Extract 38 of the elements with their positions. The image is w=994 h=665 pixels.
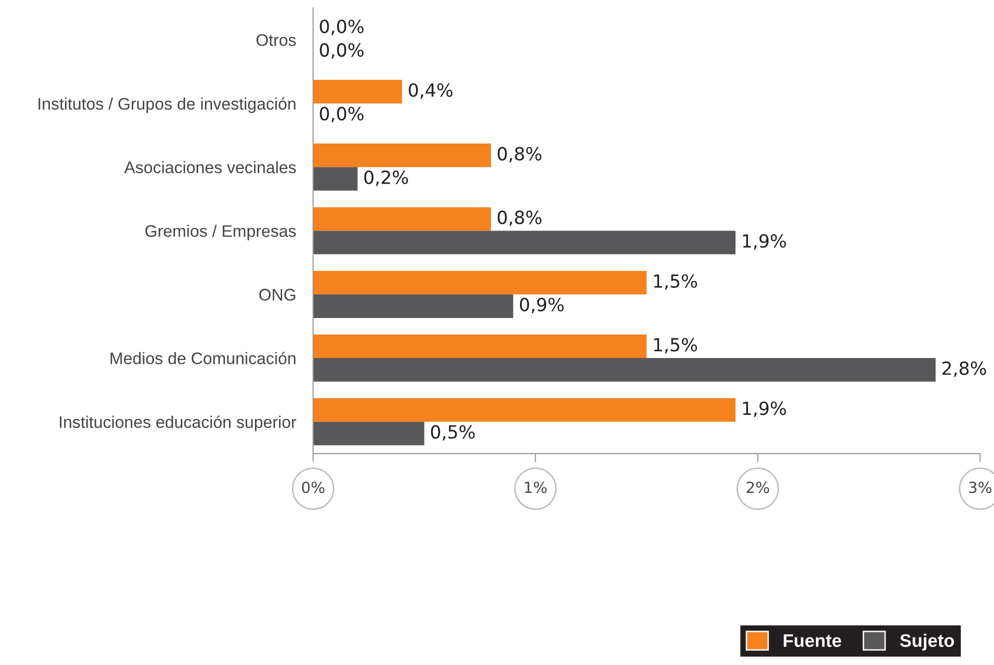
y-tick-label: Asociaciones vecinales bbox=[124, 161, 296, 174]
bar bbox=[313, 398, 736, 422]
data-label: 0,4% bbox=[408, 83, 452, 99]
data-label: 0,2% bbox=[364, 170, 408, 186]
bar bbox=[313, 144, 491, 168]
data-label: 0,8% bbox=[498, 146, 542, 162]
data-label: 1,9% bbox=[743, 234, 786, 250]
y-tick-label: Instituciones educación superior bbox=[60, 416, 296, 432]
x-tick-label: 3% bbox=[969, 482, 992, 494]
data-label: 1,5% bbox=[654, 338, 698, 354]
data-label: 1,9% bbox=[743, 402, 786, 418]
data-label: 0,0% bbox=[320, 20, 364, 36]
data-label: 0,5% bbox=[431, 425, 475, 441]
legend-label: Sujeto bbox=[900, 634, 954, 651]
bar bbox=[313, 334, 647, 358]
bar bbox=[313, 270, 647, 294]
data-label: 2,8% bbox=[942, 361, 986, 377]
y-tick-label: Institutos / Grupos de investigación bbox=[38, 97, 296, 114]
legend-label: Fuente bbox=[784, 634, 842, 647]
bar bbox=[313, 80, 402, 104]
bar bbox=[313, 358, 936, 382]
data-label: 0,8% bbox=[498, 210, 542, 226]
bar bbox=[313, 422, 424, 446]
y-tick-label: Gremios / Empresas bbox=[145, 224, 296, 240]
y-tick-label: Medios de Comunicación bbox=[110, 352, 296, 364]
bar bbox=[313, 207, 491, 231]
bar bbox=[313, 294, 514, 318]
x-tick-label: 0% bbox=[302, 482, 324, 494]
y-tick-label: ONG bbox=[259, 288, 296, 301]
bar bbox=[313, 167, 358, 191]
data-label: 1,5% bbox=[654, 274, 698, 290]
x-tick-label: 1% bbox=[524, 482, 547, 494]
bar bbox=[313, 230, 736, 254]
data-label: 0,9% bbox=[520, 298, 564, 314]
data-label: 0,0% bbox=[320, 106, 364, 122]
x-tick-label: 2% bbox=[746, 482, 770, 494]
y-tick-label: Otros bbox=[256, 34, 296, 46]
data-label: 0,0% bbox=[320, 43, 364, 59]
